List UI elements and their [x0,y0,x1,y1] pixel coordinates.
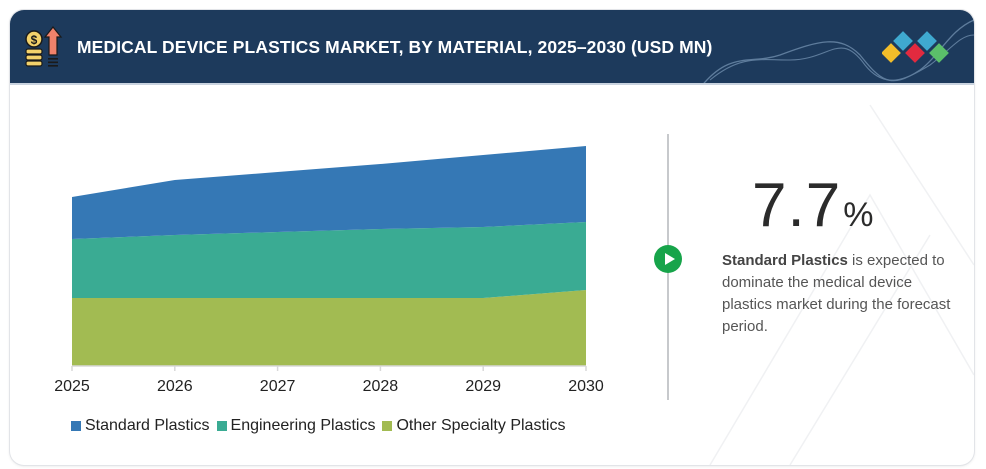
area-engineering-plastics [72,222,586,298]
play-icon[interactable] [654,245,682,273]
highlight-description: Standard Plastics is expected to dominat… [722,250,952,338]
svg-text:$: $ [31,33,38,47]
cagr-unit: % [843,196,874,234]
coins-growth-arrow-icon: $ [25,26,63,67]
highlight-text: is expected to dominate the medical devi… [722,252,951,335]
legend-swatch-standard [71,421,81,431]
legend-item-engineering-plastics: Engineering Plastics [216,417,376,435]
x-tick-label: 2026 [157,378,193,395]
x-tick-label: 2025 [54,378,90,395]
area-other-specialty-plastics [72,290,586,366]
diamond-logo-icon [882,31,949,63]
page-title: MEDICAL DEVICE PLASTICS MARKET, BY MATER… [77,37,713,57]
cagr-value: 7.7% [752,170,873,241]
x-tick-label: 2028 [362,378,399,395]
header-bar: $ MEDICAL DEVICE PLASTICS MARKET, BY MAT… [10,10,974,85]
area-standard-plastics [72,146,586,239]
legend-item-other-specialty-plastics: Other Specialty Plastics [382,417,565,435]
x-tick-label: 2027 [259,378,296,395]
legend-label: Standard Plastics [85,417,210,434]
legend-swatch-engineering [216,421,227,431]
x-tick-label: 2030 [568,378,604,395]
legend-label: Other Specialty Plastics [396,417,566,434]
highlight-segment: Standard Plastics [722,252,848,269]
x-tick-label: 2029 [465,378,501,395]
legend-label: Engineering Plastics [230,417,376,434]
legend-swatch-other [382,421,393,431]
cagr-number: 7.7 [752,171,842,240]
chart-legend: Standard Plastics Engineering Plastics O… [71,417,572,435]
legend-item-standard-plastics: Standard Plastics [71,417,210,435]
